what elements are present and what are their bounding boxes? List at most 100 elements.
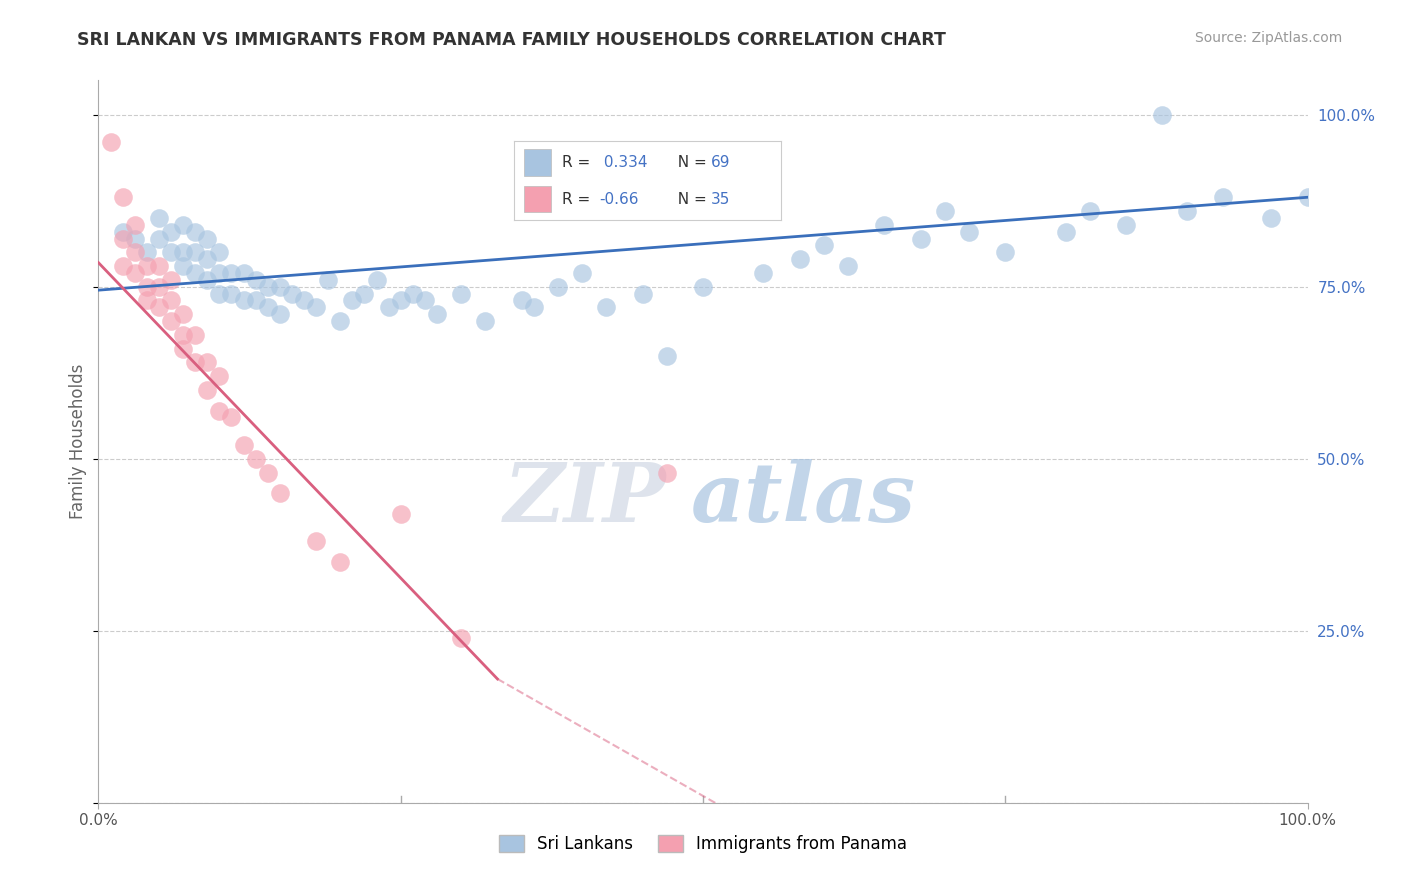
Point xyxy=(172,342,194,356)
Point xyxy=(474,314,496,328)
Point xyxy=(195,231,218,245)
Point xyxy=(135,259,157,273)
Point xyxy=(195,355,218,369)
Point xyxy=(245,451,267,466)
Point xyxy=(135,245,157,260)
Point xyxy=(595,301,617,315)
Point xyxy=(450,286,472,301)
Point xyxy=(342,293,364,308)
Point xyxy=(957,225,980,239)
Point xyxy=(1152,108,1174,122)
Point xyxy=(184,355,207,369)
Point xyxy=(172,259,194,273)
Text: N =: N = xyxy=(668,192,711,207)
Point xyxy=(1078,204,1101,219)
Point xyxy=(160,293,183,308)
Point xyxy=(221,266,243,280)
Bar xyxy=(524,186,551,212)
Point xyxy=(221,286,243,301)
Point xyxy=(111,225,134,239)
Point xyxy=(329,314,352,328)
Point xyxy=(523,301,546,315)
Text: R =: R = xyxy=(561,155,595,170)
Point xyxy=(873,218,896,232)
Point xyxy=(994,245,1017,260)
Point xyxy=(221,410,243,425)
Point xyxy=(1054,225,1077,239)
Point xyxy=(232,438,254,452)
Point xyxy=(208,286,231,301)
Point xyxy=(135,293,157,308)
Text: -0.66: -0.66 xyxy=(599,192,638,207)
Point xyxy=(208,369,231,384)
Point xyxy=(353,286,375,301)
Point xyxy=(934,204,956,219)
Point xyxy=(752,266,775,280)
Point xyxy=(366,273,388,287)
Point xyxy=(692,279,714,293)
Point xyxy=(160,273,183,287)
Point xyxy=(184,225,207,239)
Point xyxy=(655,466,678,480)
Y-axis label: Family Households: Family Households xyxy=(69,364,87,519)
Point xyxy=(124,218,146,232)
Text: Source: ZipAtlas.com: Source: ZipAtlas.com xyxy=(1195,31,1343,45)
Point xyxy=(184,245,207,260)
Point xyxy=(1115,218,1137,232)
Point xyxy=(389,293,412,308)
Point xyxy=(305,534,328,549)
Point xyxy=(631,286,654,301)
Point xyxy=(184,266,207,280)
Point xyxy=(510,293,533,308)
Point xyxy=(172,327,194,342)
Point xyxy=(148,259,170,273)
Point xyxy=(256,279,278,293)
Point xyxy=(789,252,811,267)
Point xyxy=(100,135,122,149)
Point xyxy=(135,279,157,293)
Point xyxy=(377,301,399,315)
Point xyxy=(413,293,436,308)
Point xyxy=(426,307,449,321)
Point xyxy=(571,266,593,280)
Point xyxy=(1212,190,1234,204)
Point xyxy=(547,279,569,293)
Point xyxy=(269,486,291,500)
Point xyxy=(208,266,231,280)
Point xyxy=(402,286,425,301)
Point xyxy=(195,252,218,267)
Point xyxy=(124,245,146,260)
Point xyxy=(329,555,352,569)
Point xyxy=(269,307,291,321)
Point xyxy=(292,293,315,308)
Point xyxy=(148,231,170,245)
Point xyxy=(160,314,183,328)
Text: N =: N = xyxy=(668,155,711,170)
Point xyxy=(1296,190,1319,204)
Point xyxy=(148,211,170,225)
Point xyxy=(111,259,134,273)
Point xyxy=(148,301,170,315)
Point xyxy=(450,631,472,645)
Point xyxy=(1260,211,1282,225)
Text: ZIP: ZIP xyxy=(505,459,666,540)
Text: 35: 35 xyxy=(711,192,731,207)
Text: 69: 69 xyxy=(711,155,731,170)
Point xyxy=(184,327,207,342)
Point xyxy=(111,190,134,204)
Text: 0.334: 0.334 xyxy=(599,155,648,170)
Point xyxy=(124,266,146,280)
Point xyxy=(232,293,254,308)
Point xyxy=(281,286,304,301)
Point xyxy=(245,273,267,287)
Point xyxy=(269,279,291,293)
Point xyxy=(172,307,194,321)
Bar xyxy=(524,149,551,176)
Point xyxy=(837,259,859,273)
Point xyxy=(655,349,678,363)
Point xyxy=(232,266,254,280)
Point xyxy=(124,231,146,245)
Point xyxy=(813,238,835,252)
Point xyxy=(389,507,412,521)
Point xyxy=(111,231,134,245)
